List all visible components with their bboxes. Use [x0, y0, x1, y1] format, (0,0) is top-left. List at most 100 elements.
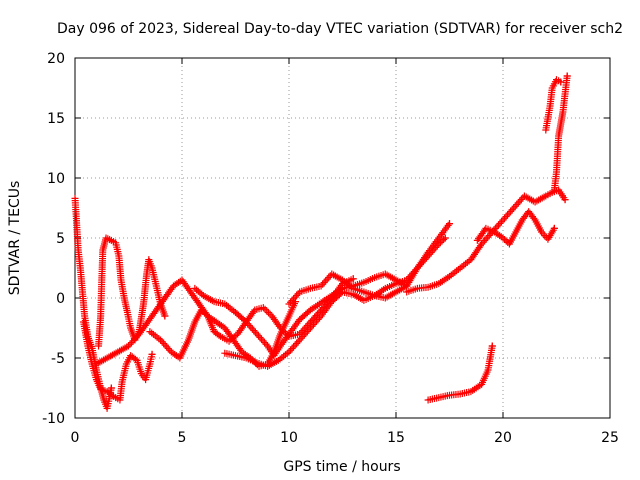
data-point	[507, 207, 515, 215]
data-point	[284, 332, 292, 340]
data-point	[157, 336, 165, 344]
data-point	[278, 326, 286, 334]
data-point	[296, 336, 304, 344]
data-point	[504, 211, 512, 219]
data-point	[550, 224, 558, 232]
data-point	[285, 300, 293, 308]
data-point	[517, 195, 525, 203]
data-point	[505, 209, 513, 217]
y-tick-label: -10	[42, 411, 65, 427]
data-point	[319, 280, 327, 288]
data-point	[488, 342, 496, 350]
data-point	[311, 319, 319, 327]
data-point	[264, 309, 272, 317]
data-point	[288, 345, 296, 353]
data-point	[261, 339, 269, 347]
data-point	[254, 332, 262, 340]
series-track-j	[473, 208, 558, 248]
data-point	[287, 298, 295, 306]
data-point	[563, 72, 571, 80]
data-point	[108, 391, 116, 399]
series-track-c	[95, 234, 169, 350]
data-point	[294, 290, 302, 298]
data-point	[438, 237, 446, 245]
data-point	[502, 237, 510, 245]
data-point	[248, 325, 256, 333]
data-point	[493, 223, 501, 231]
data-point	[148, 350, 156, 358]
data-point	[317, 282, 325, 290]
data-point	[199, 308, 207, 315]
y-tick-label: 10	[47, 171, 65, 187]
data-point	[482, 235, 490, 243]
x-tick-label: 25	[601, 430, 619, 446]
data-point	[316, 314, 324, 322]
data-point	[250, 327, 258, 335]
data-point	[501, 236, 509, 243]
data-point	[485, 231, 493, 239]
series-track-f	[191, 270, 411, 360]
data-point	[256, 333, 264, 341]
chart-title: Day 096 of 2023, Sidereal Day-to-day VTE…	[57, 21, 623, 37]
data-point	[247, 323, 255, 331]
data-point	[440, 236, 448, 243]
data-point	[478, 240, 486, 248]
x-tick-label: 5	[178, 430, 187, 446]
data-point	[530, 214, 538, 222]
y-tick-labels: -10 -5 0 5 10 15 20	[42, 51, 65, 427]
data-point	[158, 338, 166, 346]
data-point	[423, 250, 431, 258]
data-point	[305, 326, 313, 334]
data-point	[241, 317, 249, 325]
data-point	[163, 343, 171, 351]
data-point	[481, 237, 489, 245]
data-point	[320, 279, 328, 287]
axis-ticks	[74, 57, 611, 419]
data-point	[291, 293, 299, 301]
data-point	[245, 321, 253, 329]
data-point	[290, 343, 298, 351]
series-track-h	[285, 220, 453, 308]
data-point	[303, 327, 311, 335]
data-point	[293, 339, 301, 347]
data-point	[232, 331, 240, 339]
data-point	[494, 221, 502, 229]
data-point	[128, 339, 136, 347]
data-point	[502, 213, 510, 221]
data-point	[288, 297, 296, 305]
data-point	[285, 348, 293, 356]
data-point	[302, 329, 310, 337]
x-tick-label: 10	[280, 430, 298, 446]
grid	[75, 58, 610, 418]
data-point	[323, 275, 331, 283]
series-track-b	[80, 318, 156, 404]
y-tick-label: -5	[51, 351, 65, 367]
data-point	[313, 317, 321, 325]
data-point	[514, 199, 522, 207]
data-point	[499, 216, 507, 224]
data-point	[306, 324, 314, 332]
data-point	[511, 202, 519, 210]
x-tick-labels: 0 5 10 15 20 25	[71, 430, 619, 446]
y-tick-label: 15	[47, 111, 65, 127]
data-point	[266, 310, 274, 318]
x-tick-label: 0	[71, 430, 80, 446]
data-point	[261, 305, 269, 313]
data-point	[287, 346, 295, 354]
data-point	[263, 307, 271, 315]
data-point	[516, 197, 524, 205]
data-point	[161, 312, 169, 320]
series-track-m	[550, 72, 571, 194]
data-point	[253, 330, 261, 338]
x-axis-label: GPS time / hours	[283, 459, 400, 475]
data-point	[513, 201, 521, 209]
data-point	[293, 291, 301, 299]
data-point	[499, 234, 507, 242]
y-tick-label: 0	[56, 291, 65, 307]
data-point	[107, 384, 115, 392]
data-point	[299, 333, 307, 341]
data-point	[309, 321, 317, 329]
data-point	[257, 335, 265, 343]
data-point	[125, 342, 132, 350]
